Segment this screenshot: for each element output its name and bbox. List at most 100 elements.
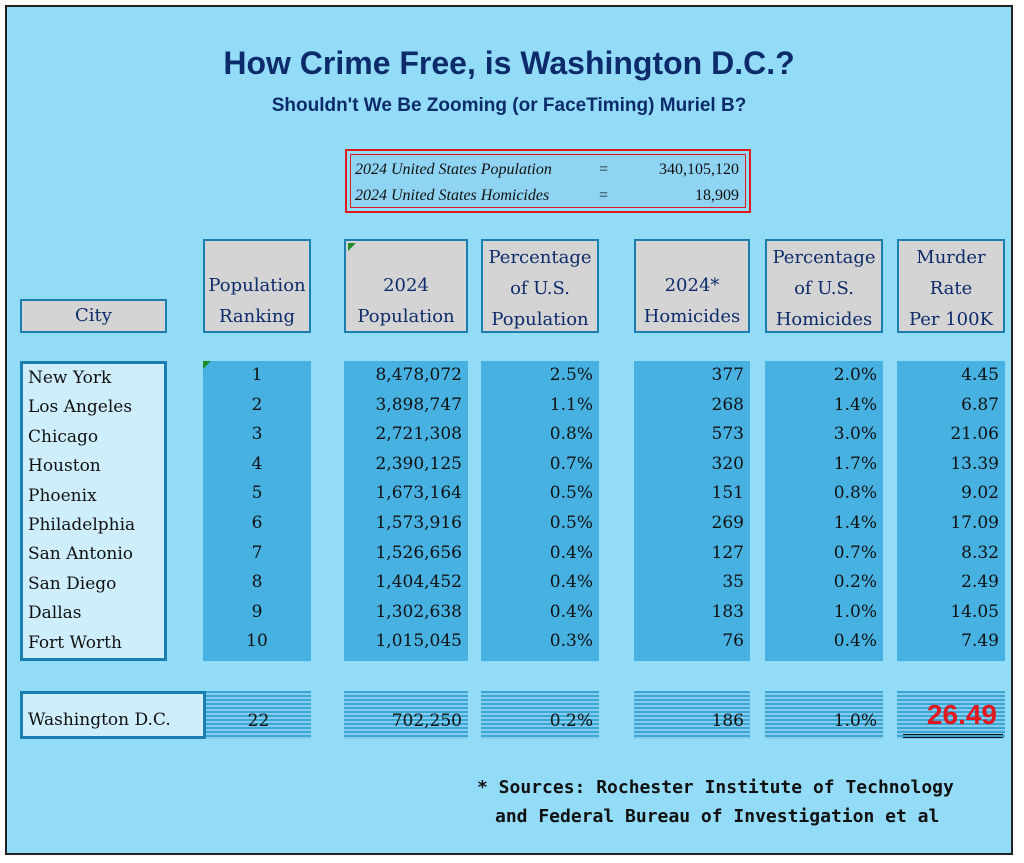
cell-comment-marker — [203, 361, 211, 369]
murder-rate-cell: 4.45 — [961, 365, 999, 385]
population-column: 8,478,072 3,898,747 2,721,308 2,390,125 … — [344, 361, 468, 661]
header-homicides: 2024* Homicides — [634, 239, 750, 333]
header-pct-population: Percentage of U.S. Population — [481, 239, 599, 333]
homicides-cell: 573 — [711, 424, 744, 445]
us-population-row: 2024 United States Population = 340,105,… — [351, 157, 745, 183]
header-murder-rate-line3: Per 100K — [908, 309, 994, 330]
homicides-cell: 76 — [722, 631, 744, 652]
pct-population-cell: 0.8% — [549, 424, 593, 445]
homicides-column: 377 268 573 320 151 269 127 35 183 76 — [634, 361, 750, 661]
city-cell: Houston — [28, 456, 101, 477]
dc-pct-homicides-cell: 1.0% — [765, 691, 883, 739]
pct-homicides-cell: 0.2% — [833, 572, 877, 593]
rank-cell: 7 — [251, 542, 263, 563]
population-cell: 2,721,308 — [375, 424, 462, 445]
rank-cell: 1 — [251, 365, 263, 385]
pct-population-cell: 1.1% — [549, 394, 593, 415]
spreadsheet-frame: How Crime Free, is Washington D.C.? Shou… — [5, 5, 1013, 855]
city-cell: San Diego — [28, 573, 117, 594]
dc-homicides-cell: 186 — [634, 691, 750, 739]
header-murder-rate-line2: Rate — [929, 278, 973, 299]
us-summary-box: 2024 United States Population = 340,105,… — [345, 149, 751, 213]
us-population-value: 340,105,120 — [659, 161, 739, 178]
header-pct-homicides-line3: Homicides — [775, 309, 873, 330]
homicides-cell: 35 — [722, 572, 744, 593]
murder-rate-cell: 7.49 — [961, 631, 999, 652]
header-ranking-line1: Population — [208, 275, 306, 296]
city-cell: Phoenix — [28, 485, 97, 506]
header-ranking: Population Ranking — [203, 239, 311, 333]
pct-population-cell: 0.5% — [549, 512, 593, 533]
population-cell: 1,573,916 — [375, 512, 462, 533]
header-homicides-line2: Homicides — [643, 306, 741, 327]
rank-cell: 8 — [251, 572, 263, 593]
dc-rank-cell: 22 — [206, 691, 311, 739]
pct-population-cell: 0.4% — [549, 601, 593, 622]
header-pct-homicides: Percentage of U.S. Homicides — [765, 239, 883, 333]
rank-cell: 5 — [251, 483, 263, 504]
pct-population-cell: 0.3% — [549, 631, 593, 652]
pct-population-cell: 0.5% — [549, 483, 593, 504]
city-cell: Philadelphia — [28, 514, 136, 535]
header-murder-rate: Murder Rate Per 100K — [897, 239, 1005, 333]
murder-rate-cell: 17.09 — [950, 512, 999, 533]
header-population-line1: 2024 — [383, 275, 429, 296]
header-pct-homicides-line2: of U.S. — [794, 278, 854, 299]
city-cell: Los Angeles — [28, 397, 133, 418]
rank-cell: 4 — [251, 453, 263, 474]
population-cell: 1,015,045 — [375, 631, 462, 652]
pct-population-cell: 0.4% — [549, 542, 593, 563]
header-population-line2: Population — [357, 306, 455, 327]
dc-population-cell: 702,250 — [344, 691, 468, 739]
header-ranking-line2: Ranking — [218, 306, 296, 327]
sources-note: * Sources: Rochester Institute of Techno… — [477, 773, 954, 831]
rank-cell: 10 — [246, 631, 268, 652]
population-cell: 1,404,452 — [375, 572, 462, 593]
homicides-cell: 377 — [711, 365, 744, 385]
pct-homicides-cell: 1.4% — [833, 512, 877, 533]
murder-rate-cell: 14.05 — [950, 601, 999, 622]
pct-population-cell: 0.4% — [549, 572, 593, 593]
us-homicides-row: 2024 United States Homicides = 18,909 — [351, 183, 745, 209]
homicides-cell: 183 — [711, 601, 744, 622]
rank-cell: 2 — [251, 394, 263, 415]
pct-homicides-cell: 0.7% — [833, 542, 877, 563]
city-cell: New York — [28, 368, 112, 388]
city-column: New York Los Angeles Chicago Houston Pho… — [20, 361, 167, 661]
murder-rate-column: 4.45 6.87 21.06 13.39 9.02 17.09 8.32 2.… — [897, 361, 1005, 661]
rank-cell: 6 — [251, 512, 263, 533]
homicides-cell: 127 — [711, 542, 744, 563]
pct-homicides-cell: 0.8% — [833, 483, 877, 504]
header-pct-homicides-line1: Percentage — [772, 247, 876, 268]
murder-rate-cell: 2.49 — [961, 572, 999, 593]
pct-homicides-cell: 3.0% — [833, 424, 877, 445]
cell-comment-marker — [348, 243, 356, 251]
population-cell: 1,673,164 — [375, 483, 462, 504]
pct-population-column: 2.5% 1.1% 0.8% 0.7% 0.5% 0.5% 0.4% 0.4% … — [481, 361, 599, 661]
murder-rate-cell: 8.32 — [961, 542, 999, 563]
population-cell: 8,478,072 — [375, 365, 462, 385]
pct-homicides-cell: 1.7% — [833, 453, 877, 474]
header-murder-rate-line1: Murder — [916, 247, 986, 268]
dc-murder-rate-value: 26.49 — [926, 699, 997, 730]
homicides-cell: 269 — [711, 512, 744, 533]
pct-homicides-cell: 2.0% — [833, 365, 877, 385]
sources-line2: and Federal Bureau of Investigation et a… — [495, 806, 940, 827]
pct-homicides-cell: 0.4% — [833, 631, 877, 652]
us-homicides-value: 18,909 — [695, 187, 739, 204]
double-underline — [903, 734, 1003, 735]
header-pct-population-line2: of U.S. — [510, 278, 570, 299]
sources-line1: * Sources: Rochester Institute of Techno… — [477, 777, 954, 798]
murder-rate-cell: 21.06 — [950, 424, 999, 445]
pct-population-cell: 2.5% — [549, 365, 593, 385]
page-subtitle: Shouldn't We Be Zooming (or FaceTiming) … — [271, 95, 747, 116]
population-cell: 3,898,747 — [375, 394, 462, 415]
dc-pct-population-cell: 0.2% — [481, 691, 599, 739]
rank-cell: 3 — [251, 424, 263, 445]
us-population-label: 2024 United States Population — [355, 161, 552, 178]
double-underline — [903, 737, 1003, 738]
dc-murder-rate-cell: 26.49 — [897, 691, 1005, 739]
murder-rate-cell: 9.02 — [961, 483, 999, 504]
header-homicides-line1: 2024* — [664, 275, 720, 296]
header-population: 2024 Population — [344, 239, 468, 333]
